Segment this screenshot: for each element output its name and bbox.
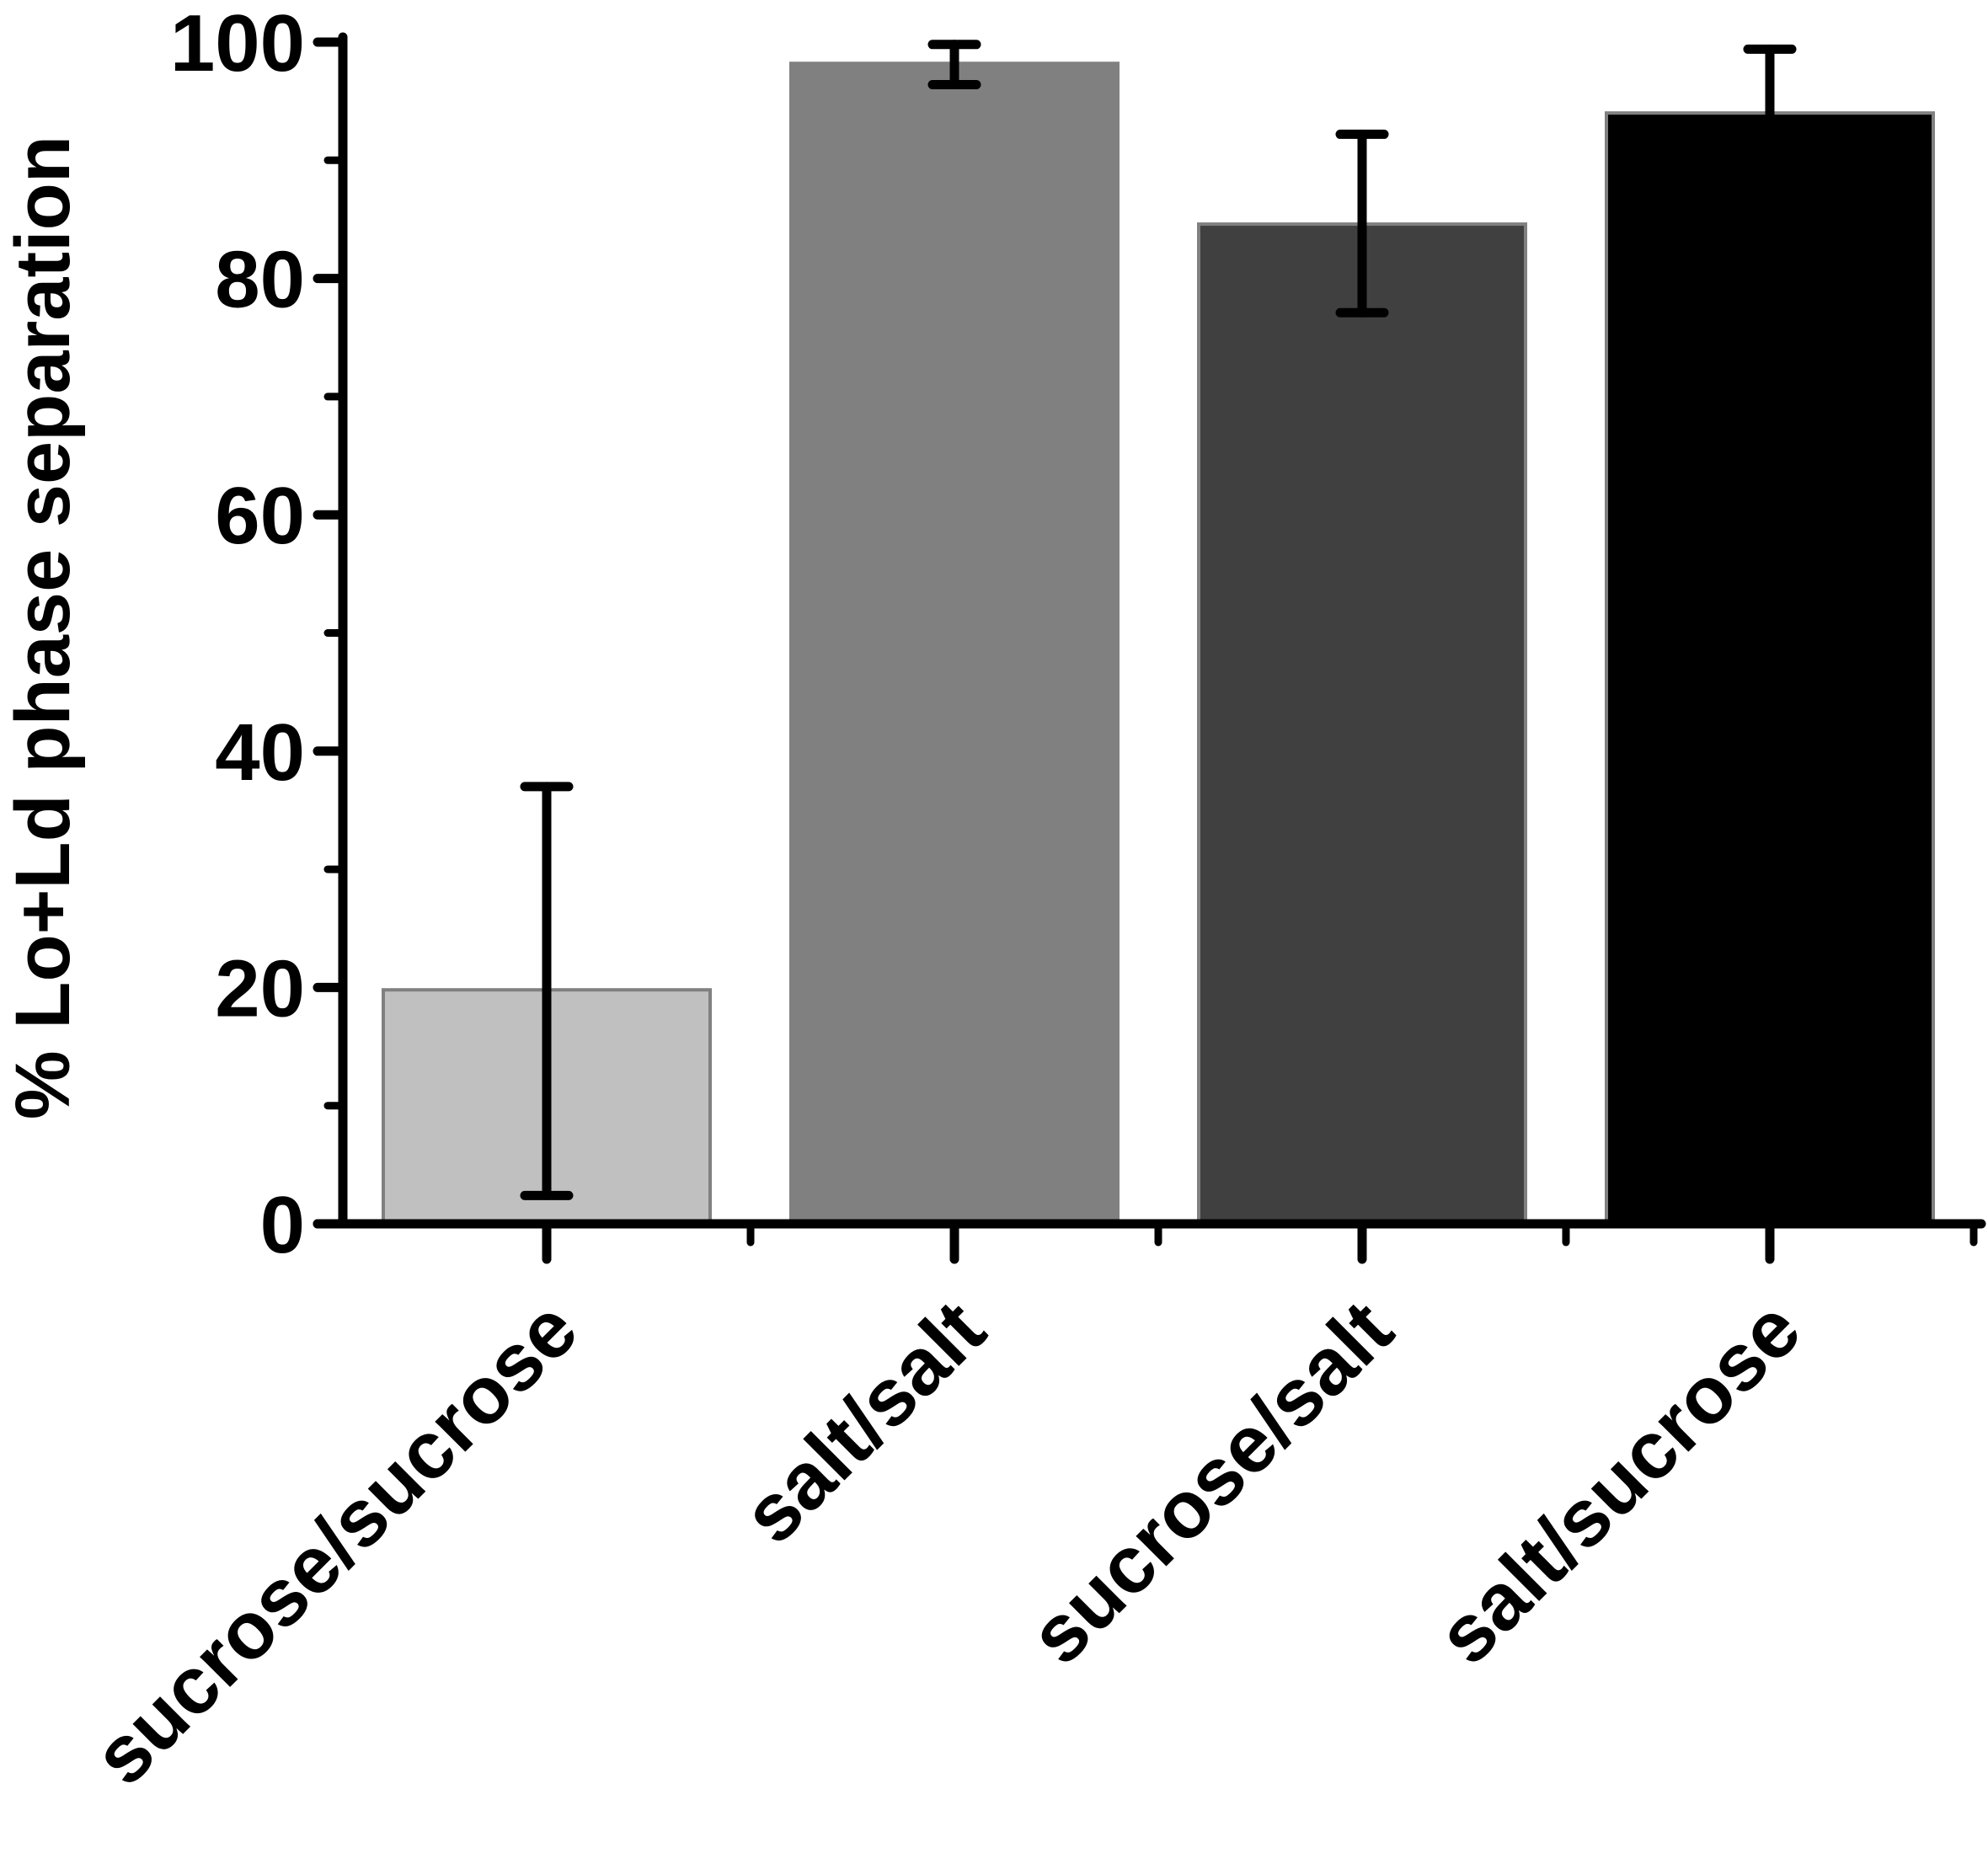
error-bar-sucrose-sucrose [520, 782, 574, 1200]
bar-salt-salt [789, 61, 1120, 1226]
bar-salt-sucrose [1605, 111, 1935, 1226]
y-axis-title: % Lo+Ld phase separation [0, 136, 86, 1119]
y-tick-label: 0 [260, 1180, 305, 1270]
y-tick-label: 40 [215, 708, 305, 798]
axes [313, 32, 1986, 1264]
x-tick-label: salt/salt [725, 1284, 1002, 1560]
x-tick-label: sucrose/sucrose [77, 1284, 595, 1802]
error-bar-sucrose-salt [1335, 129, 1389, 318]
bars [382, 61, 1935, 1226]
error-bars [520, 40, 1797, 1200]
y-tick-label: 80 [215, 235, 305, 325]
error-bar-salt-sucrose [1743, 44, 1797, 183]
y-tick-label: 100 [170, 0, 305, 88]
bar-sucrose-salt [1197, 222, 1527, 1226]
x-tick-label: salt/sucrose [1420, 1284, 1818, 1681]
error-bar-salt-salt [927, 40, 981, 90]
x-tick-label: sucrose/salt [1013, 1284, 1410, 1681]
y-tick-label: 60 [215, 471, 305, 561]
y-tick-label: 20 [215, 943, 305, 1033]
